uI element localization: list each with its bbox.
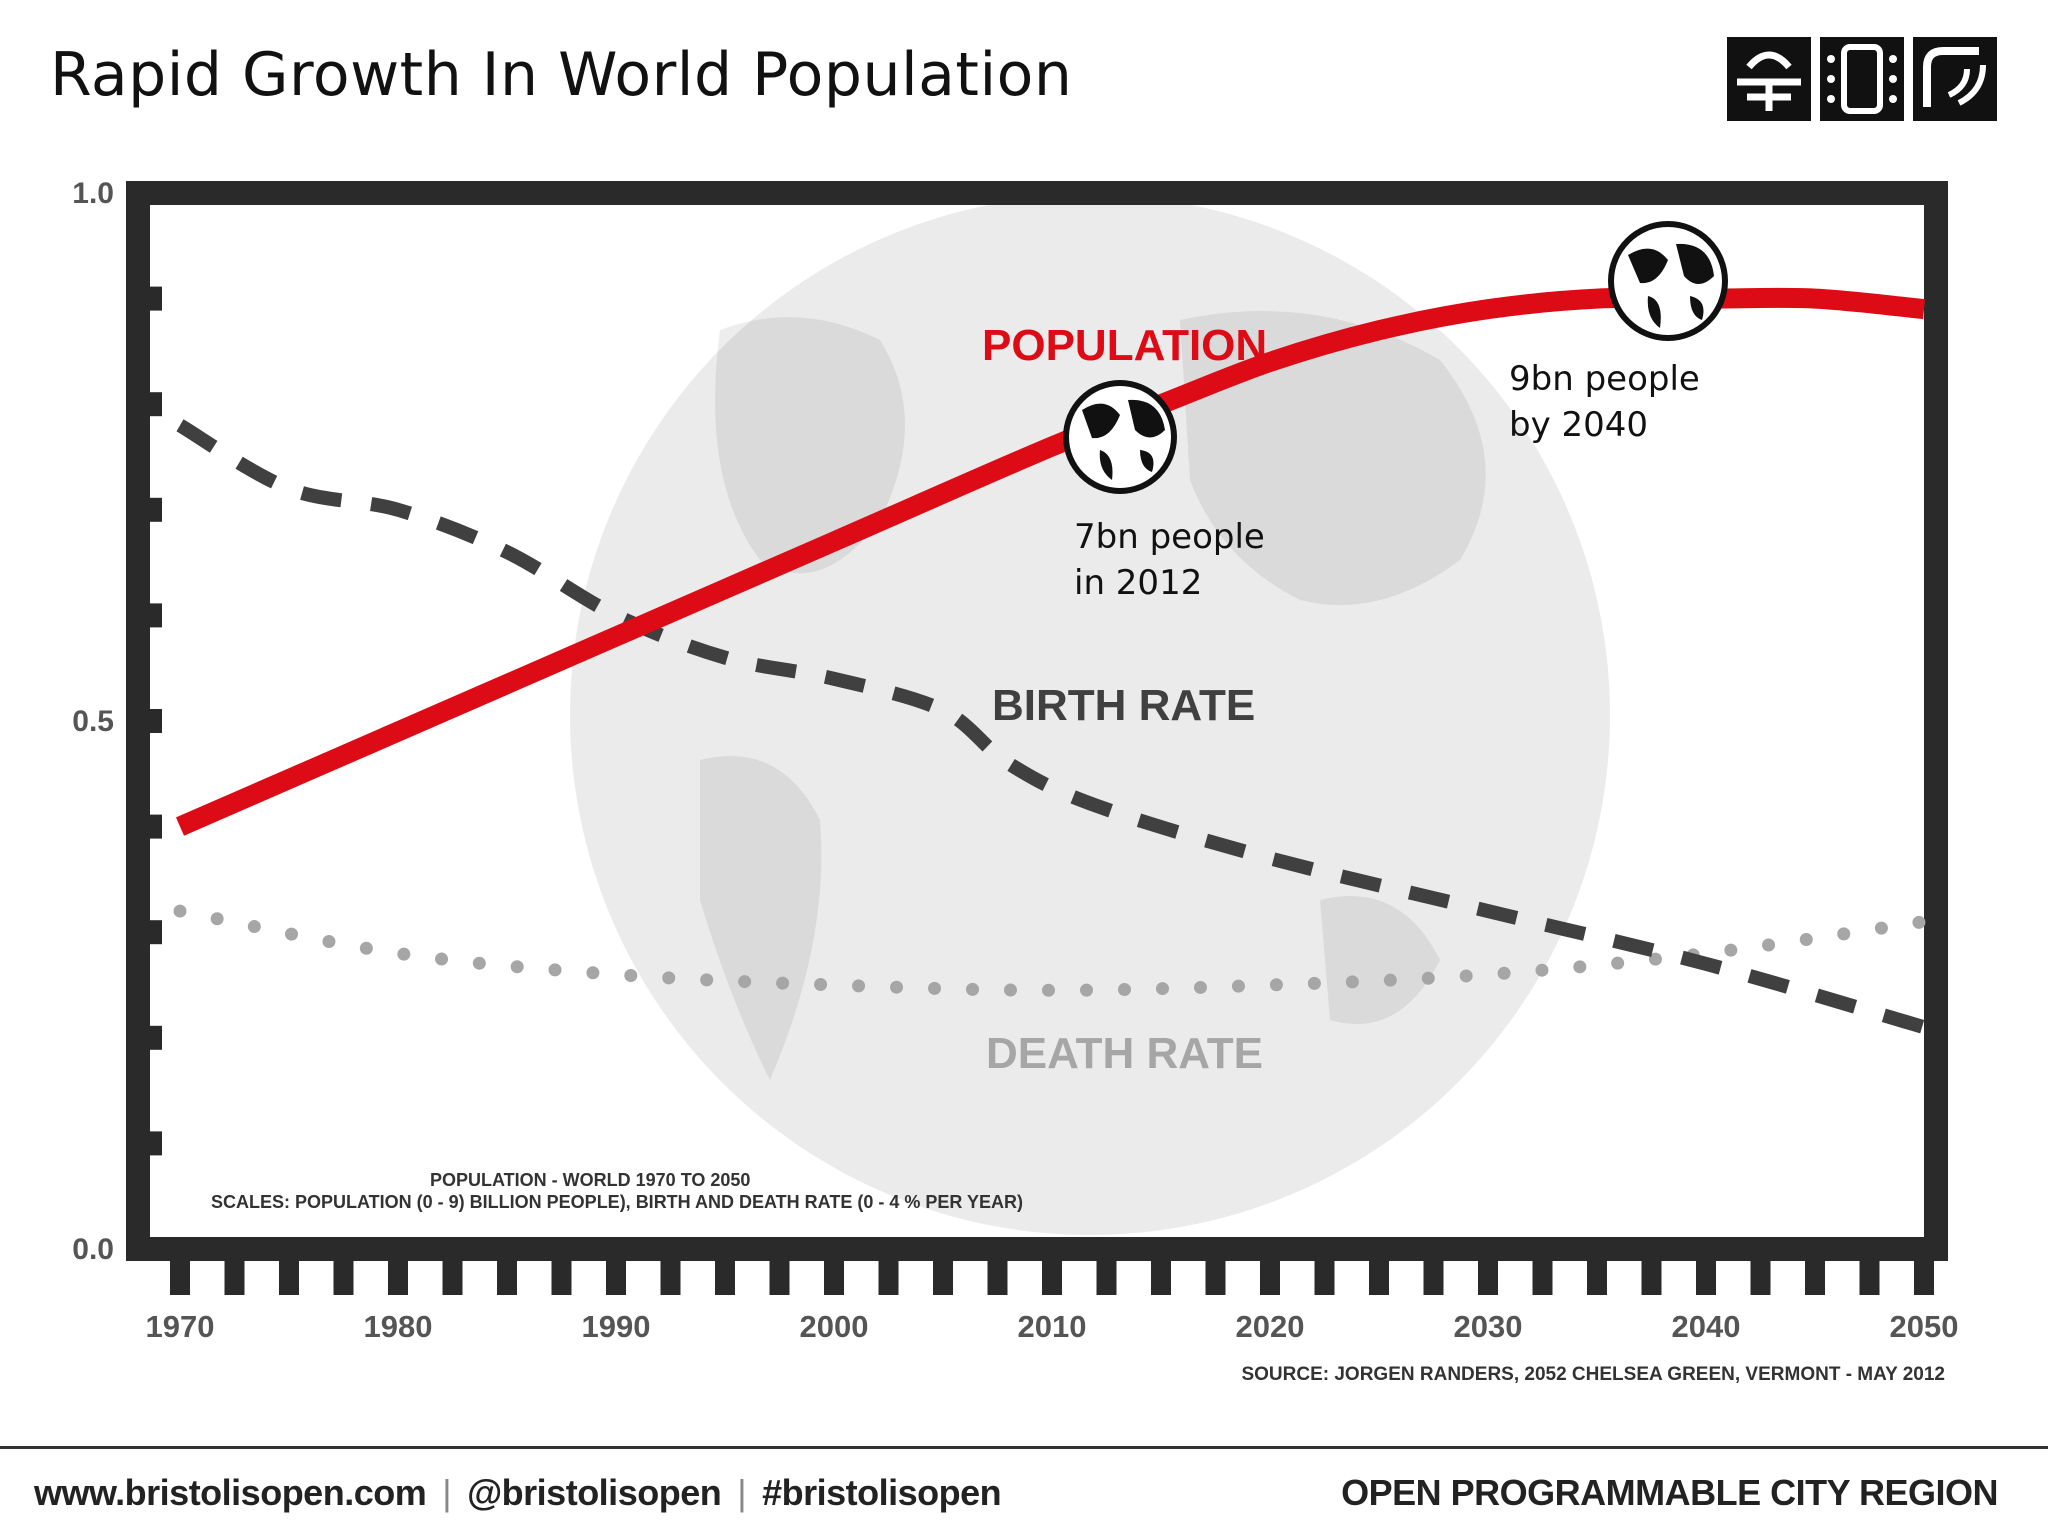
footer-hashtag-link[interactable]: #bristolisopen [762,1472,1002,1513]
x-tick-label: 1990 [582,1309,651,1344]
annotation-9bn-line1: 9bn people [1509,359,1700,399]
y-tick [126,392,162,417]
y-axis-ticks [126,181,162,1261]
x-tick-label: 1970 [146,1309,215,1344]
data-point-death-rate [1705,952,1707,954]
y-tick-label: 1.0 [72,177,114,210]
y-tick [126,920,162,945]
x-tick [1423,1237,1444,1295]
population-chart: 0.0 0.5 1.0 1970 1980 1990 2000 2010 2020 2030 20… [72,177,1959,1385]
annotation-9bn-line2: by 2040 [1509,405,1648,445]
footer-separator: | [737,1472,747,1513]
series-line-death-rate [173,904,1931,997]
x-tick [987,1237,1008,1295]
chart-note-scales: SCALES: POPULATION (0 - 9) BILLION PEOPL… [211,1192,1023,1212]
footer-twitter-link[interactable]: @bristolisopen [467,1472,722,1513]
y-axis-labels: 0.0 0.5 1.0 [72,177,114,1266]
x-tick-label: 1980 [364,1309,433,1344]
world-map-watermark [570,195,1610,1235]
annotation-7bn-line2: in 2012 [1074,563,1202,603]
data-point-birth-rate [288,488,290,490]
chart-note-title: POPULATION - WORLD 1970 TO 2050 [430,1170,750,1190]
x-tick [1369,1237,1389,1295]
x-tick-label: 2040 [1672,1309,1741,1344]
x-tick [1696,1237,1716,1295]
x-tick [442,1237,463,1295]
x-tick [170,1237,190,1295]
series-label-population: POPULATION [982,321,1267,370]
y-tick [126,603,162,628]
x-tick [1042,1237,1062,1295]
x-tick [769,1237,790,1295]
world-map-watermark-land [700,311,1486,1080]
footer-divider [0,1446,2048,1449]
x-tick [660,1237,681,1295]
x-tick [1750,1237,1771,1295]
y-tick [126,1237,162,1261]
x-tick [1641,1237,1662,1295]
x-tick [224,1237,245,1295]
y-tick [126,709,162,733]
x-tick [1914,1237,1934,1295]
x-tick [824,1237,844,1295]
x-tick [606,1237,626,1295]
x-tick [1314,1237,1335,1295]
x-tick-label: 2050 [1890,1309,1959,1344]
y-tick-label: 0.0 [72,1233,114,1266]
footer-website-link[interactable]: www.bristolisopen.com [34,1472,427,1513]
y-tick [126,1025,162,1050]
y-tick [126,497,162,522]
page-title: Rapid Growth In World Population [50,40,1073,110]
globe-icon-2040 [1608,221,1728,341]
x-tick [497,1237,517,1295]
x-tick [551,1237,572,1295]
x-tick [1805,1237,1825,1295]
x-tick [1260,1237,1280,1295]
x-tick [1478,1237,1498,1295]
x-tick-label: 2030 [1454,1309,1523,1344]
footer-links: www.bristolisopen.com | @bristolisopen | #br… [34,1472,1002,1514]
x-tick [1205,1237,1226,1295]
x-tick [1859,1237,1880,1295]
x-tick [878,1237,899,1295]
x-tick [1151,1237,1171,1295]
x-tick [333,1237,354,1295]
x-tick-label: 2000 [800,1309,869,1344]
x-tick [715,1237,735,1295]
x-tick-label: 2020 [1236,1309,1305,1344]
x-axis-ticks [170,1237,1934,1295]
x-tick [1532,1237,1553,1295]
footer-separator: | [442,1472,452,1513]
footer-tagline: OPEN PROGRAMMABLE CITY REGION [1341,1472,1998,1513]
x-axis-labels: 1970 1980 1990 2000 2010 2020 2030 2040 2050 [146,1309,1959,1344]
y-tick [126,181,162,205]
bristol-is-open-logo [1727,37,1997,121]
y-tick [126,286,162,311]
x-tick [279,1237,299,1295]
y-tick-label: 0.5 [72,705,114,738]
x-tick [388,1237,408,1295]
y-tick [126,1131,162,1156]
globe-icon-2012 [1063,380,1177,494]
y-tick [126,814,162,839]
x-tick [933,1237,953,1295]
x-tick [1096,1237,1117,1295]
data-point-death-rate [615,973,617,975]
annotation-7bn-line1: 7bn people [1074,517,1265,557]
series-label-birth-rate: BIRTH RATE [992,681,1255,730]
x-tick [1587,1237,1607,1295]
series-label-death-rate: DEATH RATE [986,1029,1263,1078]
x-tick-label: 2010 [1018,1309,1087,1344]
chart-source: SOURCE: JORGEN RANDERS, 2052 CHELSEA GRE… [1241,1364,1945,1385]
